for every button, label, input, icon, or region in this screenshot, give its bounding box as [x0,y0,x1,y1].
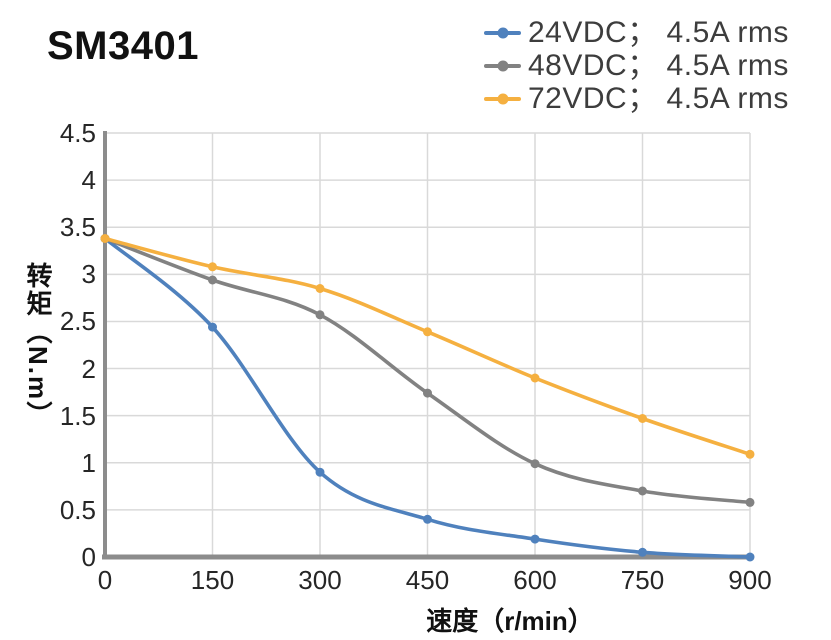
legend-item-24vdc: 24VDC； 4.5A rms [484,16,789,49]
legend-marker-line-24vdc [484,27,521,38]
legend: 24VDC； 4.5A rms 48VDC； 4.5A rms 72VDC； 4… [484,16,789,115]
y-tick-label-0: 0 [81,542,96,572]
data-point-72vdc-300 [315,284,325,293]
data-point-48vdc-600 [530,459,540,469]
x-tick-label-750: 750 [620,565,665,595]
legend-marker-dot-48vdc [497,60,508,71]
legend-label-24vdc: 24VDC； 4.5A rms [528,16,789,49]
legend-marker-line-72vdc [484,93,521,104]
legend-marker-dot-24vdc [497,27,508,38]
x-tick-label-600: 600 [513,565,557,595]
data-point-72vdc-750 [638,414,647,423]
y-tick-label-2: 2 [81,353,96,384]
data-point-24vdc-150 [208,322,217,332]
legend-label-72vdc: 72VDC； 4.5A rms [528,82,789,115]
y-tick-label-0.5: 0.5 [59,494,96,525]
y-tick-label-2.5: 2.5 [59,306,96,337]
data-point-72vdc-0 [100,234,110,243]
data-point-24vdc-750 [638,547,647,557]
y-tick-label-4: 4 [81,165,96,196]
legend-marker-dot-72vdc [497,93,508,104]
data-point-72vdc-450 [423,327,432,337]
x-tick-label-0: 0 [97,565,113,595]
x-tick-label-450: 450 [405,565,450,595]
data-point-24vdc-300 [315,467,325,477]
data-point-48vdc-150 [208,275,217,285]
data-point-48vdc-300 [315,310,325,320]
data-point-24vdc-450 [423,514,432,524]
data-point-72vdc-900 [745,449,755,459]
y-tick-label-1.5: 1.5 [59,400,96,431]
x-tick-label-900: 900 [728,565,772,595]
data-point-48vdc-900 [745,497,755,507]
x-axis-title: 速度（r/min） [426,606,594,636]
legend-item-72vdc: 72VDC； 4.5A rms [484,82,789,115]
data-point-72vdc-600 [530,373,540,383]
data-point-48vdc-450 [423,388,432,398]
data-point-72vdc-150 [208,262,217,272]
y-axis-title: 转矩（N.m） [23,262,53,430]
data-point-24vdc-900 [745,552,755,562]
data-point-48vdc-750 [638,486,647,496]
legend-marker-line-48vdc [484,60,521,71]
y-tick-label-1: 1 [81,447,96,478]
x-tick-label-150: 150 [190,565,235,595]
x-tick-label-300: 300 [298,565,342,595]
data-point-24vdc-600 [530,534,540,544]
y-tick-label-3: 3 [81,259,96,290]
y-tick-label-3.5: 3.5 [59,212,96,243]
legend-item-48vdc: 48VDC； 4.5A rms [484,49,789,82]
page-title: SM3401 [47,24,199,68]
legend-label-48vdc: 48VDC； 4.5A rms [528,49,789,82]
y-tick-label-4.5: 4.5 [59,118,96,148]
